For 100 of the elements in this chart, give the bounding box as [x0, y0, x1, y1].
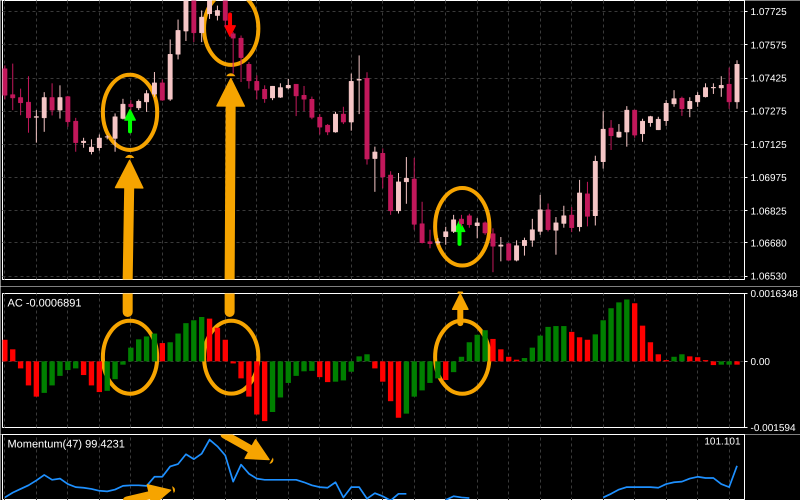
candlestick [325, 124, 330, 136]
bar [412, 361, 417, 397]
bar [530, 348, 536, 362]
bar [262, 361, 268, 422]
candlestick [664, 100, 669, 126]
candlestick [112, 112, 118, 152]
candlestick [490, 228, 496, 273]
candlestick [246, 62, 252, 90]
y-tick-label: 1.06680 [750, 238, 788, 250]
bar [576, 337, 582, 362]
bar [128, 348, 134, 362]
candlestick [522, 237, 527, 256]
candlestick [679, 96, 684, 116]
candlestick [428, 229, 432, 249]
bar [656, 354, 661, 362]
y-tick-label: 1.07125 [750, 140, 788, 151]
bar [191, 320, 196, 362]
y-tick-label: -0.001594 [750, 423, 796, 434]
bar [474, 334, 480, 362]
bar [718, 361, 724, 365]
bar [490, 338, 496, 362]
candlestick [443, 226, 448, 246]
candlestick [710, 82, 716, 94]
bar [506, 356, 512, 362]
bar [348, 361, 354, 372]
bar [427, 361, 433, 383]
candlestick [176, 19, 181, 60]
candlestick [144, 90, 150, 112]
candlestick [372, 146, 378, 192]
bar [632, 303, 638, 362]
candlestick [561, 205, 566, 228]
candlestick [498, 236, 504, 262]
candlestick [608, 120, 614, 150]
candlestick [262, 84, 268, 104]
candlestick [624, 106, 630, 148]
candlestick [50, 82, 55, 116]
bar [419, 361, 425, 390]
candlestick [672, 90, 676, 108]
candlestick [459, 214, 464, 227]
candlestick [89, 138, 94, 155]
candlestick [656, 116, 661, 131]
candlestick [42, 92, 47, 132]
bar [648, 342, 654, 362]
bar [246, 361, 252, 397]
bar [214, 328, 220, 362]
bar [466, 342, 472, 362]
bar [96, 361, 102, 392]
y-tick-label: 1.07575 [750, 40, 788, 52]
candlestick [270, 85, 275, 101]
candlestick [199, 10, 204, 43]
candlestick [73, 117, 78, 152]
bar [175, 334, 181, 362]
bar [270, 361, 276, 412]
bar [160, 343, 165, 362]
bar [278, 361, 284, 398]
y-tick-label: 0.0016348 [750, 289, 798, 300]
bar [561, 326, 566, 362]
bar [616, 302, 622, 362]
bar [679, 354, 685, 362]
bar [553, 326, 559, 362]
bar [88, 361, 94, 386]
candlestick [58, 84, 62, 120]
bar [694, 357, 700, 362]
bar [254, 361, 260, 414]
bar [317, 361, 322, 378]
bar [671, 356, 677, 362]
candlestick [530, 218, 535, 248]
candlestick [687, 96, 692, 118]
candlestick [569, 206, 574, 233]
bar [364, 354, 370, 362]
bar [522, 358, 528, 362]
bar [340, 361, 346, 380]
bar [380, 361, 386, 382]
bar [624, 300, 630, 362]
y-tick-label: 0.00 [750, 356, 770, 368]
candlestick [538, 194, 543, 236]
candlestick [120, 98, 126, 120]
candlestick [640, 118, 646, 142]
y-tick-label: 1.07275 [750, 106, 788, 118]
candlestick [34, 110, 39, 144]
candlestick [333, 111, 338, 134]
candlestick [278, 82, 283, 98]
bar [538, 336, 543, 362]
candlestick [152, 72, 157, 98]
bar [372, 361, 378, 368]
candlestick [718, 76, 724, 98]
candlestick [616, 124, 622, 138]
candlestick [584, 181, 590, 227]
candlestick [302, 85, 306, 112]
bar [443, 361, 448, 380]
y-tick-label: 1.06825 [750, 206, 788, 218]
bar [80, 361, 86, 376]
candlestick [695, 92, 700, 108]
bar [10, 349, 16, 362]
candlestick [404, 156, 409, 204]
bar [34, 361, 40, 397]
candlestick [380, 148, 386, 189]
candlestick [136, 98, 142, 111]
candlestick [420, 201, 425, 244]
bar [608, 308, 614, 362]
